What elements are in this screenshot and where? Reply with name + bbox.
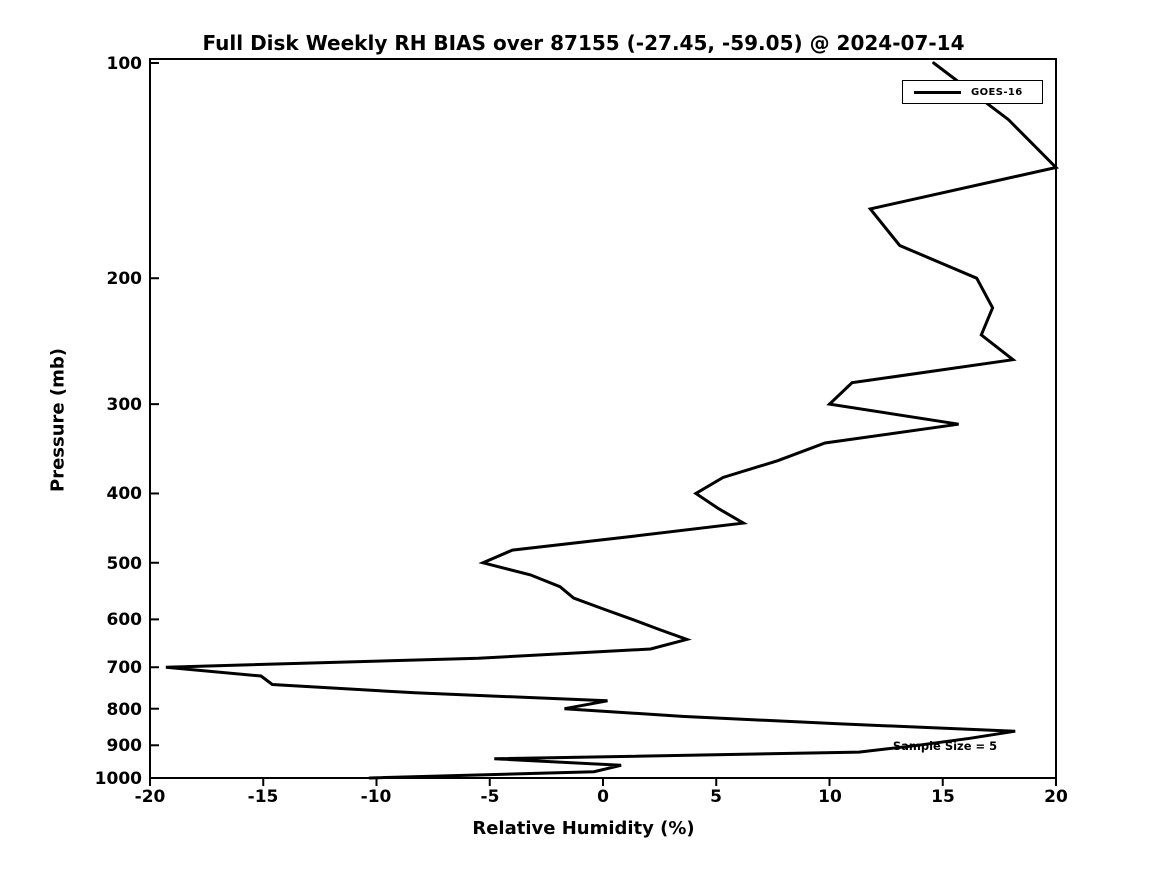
tick-marks-layer [149, 62, 1057, 786]
y-axis-label: Pressure (mb) [47, 348, 69, 492]
x-tick-label-neg10: -10 [360, 787, 392, 807]
y-tick-label-300: 300 [106, 395, 143, 415]
data-series-layer [165, 61, 1059, 780]
y-tick-label-600: 600 [106, 610, 143, 630]
sample-size-annotation: Sample Size = 5 [892, 739, 998, 753]
legend-label: GOES-16 [971, 86, 1023, 98]
x-tick-label-neg20: -20 [134, 787, 166, 807]
x-tick-label-15: 15 [931, 787, 955, 807]
y-tick-label-800: 800 [106, 700, 143, 720]
legend-line-sample [914, 90, 961, 94]
x-tick-label-10: 10 [818, 787, 842, 807]
y-tick-label-1000: 1000 [94, 769, 142, 789]
legend: GOES-16 [902, 80, 1043, 104]
x-axis-label: Relative Humidity (%) [472, 818, 695, 839]
x-tick-label-5: 5 [710, 787, 722, 807]
data-line-goes-16 [165, 61, 1059, 780]
x-tick-label-20: 20 [1044, 787, 1068, 807]
y-tick-label-200: 200 [106, 269, 143, 289]
x-tick-label-neg5: -5 [480, 787, 500, 807]
x-tick-label-neg15: -15 [247, 787, 279, 807]
x-tick-label-0: 0 [597, 787, 609, 807]
y-tick-label-700: 700 [106, 658, 143, 678]
y-tick-label-900: 900 [106, 736, 143, 756]
y-tick-label-500: 500 [106, 554, 143, 574]
chart-title: Full Disk Weekly RH BIAS over 87155 (-27… [202, 31, 965, 55]
y-tick-label-100: 100 [106, 54, 143, 74]
y-tick-label-400: 400 [106, 484, 143, 504]
